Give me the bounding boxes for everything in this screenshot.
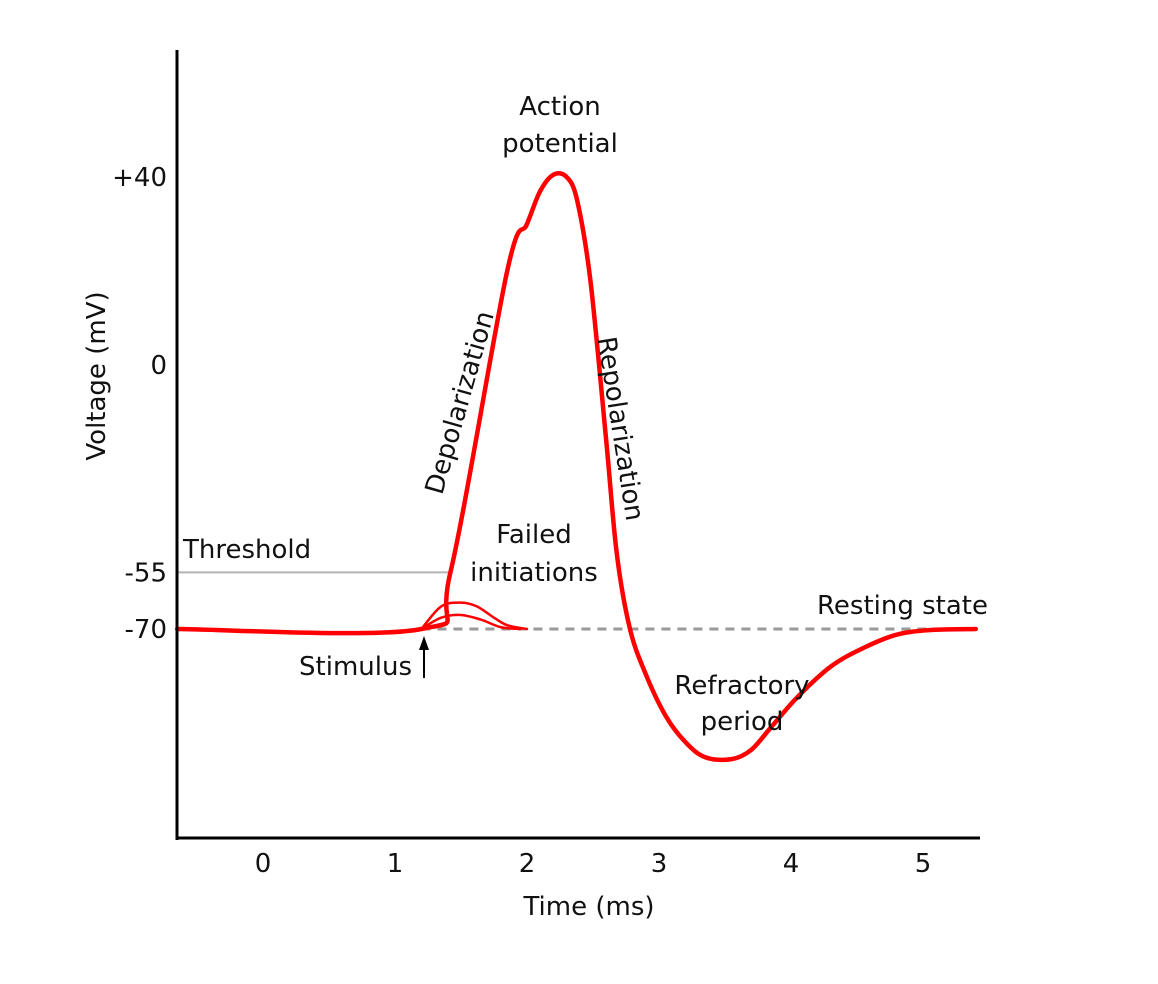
x-tick-label: 1 — [387, 849, 404, 879]
failed-initiations-label-line2: initiations — [470, 558, 598, 588]
action-potential-label-line1: Action — [519, 92, 600, 122]
y-tick-label: -70 — [125, 615, 167, 645]
y-tick-label: -55 — [125, 558, 167, 588]
action-potential-curve — [174, 170, 979, 763]
failed-initiations-label-line1: Failed — [496, 520, 571, 550]
stimulus-label: Stimulus — [299, 652, 412, 682]
reference-lines — [177, 571, 976, 631]
x-tick-label: 0 — [255, 849, 272, 879]
x-tick-label: 4 — [783, 849, 800, 879]
axes — [175, 50, 980, 840]
x-tick-label: 2 — [519, 849, 536, 879]
y-tick-label: +40 — [112, 163, 167, 193]
y-axis-label: Voltage (mV) — [82, 291, 112, 460]
refractory-period-label-line1: Refractory — [674, 671, 809, 701]
repolarization-label: Repolarization — [591, 335, 650, 523]
action-potential-label-line2: potential — [502, 129, 618, 159]
tick-labels: 0 1 2 3 4 5 +40 0 -55 -70 — [112, 163, 931, 879]
threshold-label: Threshold — [182, 535, 311, 565]
depolarization-label: Depolarization — [420, 308, 501, 498]
failed-initiation-curve-2 — [420, 613, 522, 631]
refractory-period-label-line2: period — [701, 707, 784, 737]
y-tick-label: 0 — [150, 351, 167, 381]
x-tick-label: 5 — [915, 849, 932, 879]
resting-state-label: Resting state — [817, 591, 988, 621]
x-tick-label: 3 — [651, 849, 668, 879]
stimulus-arrow-icon — [419, 636, 429, 678]
failed-initiation-curve-1 — [420, 601, 529, 631]
x-axis-label: Time (ms) — [522, 892, 654, 922]
curves — [174, 170, 979, 763]
